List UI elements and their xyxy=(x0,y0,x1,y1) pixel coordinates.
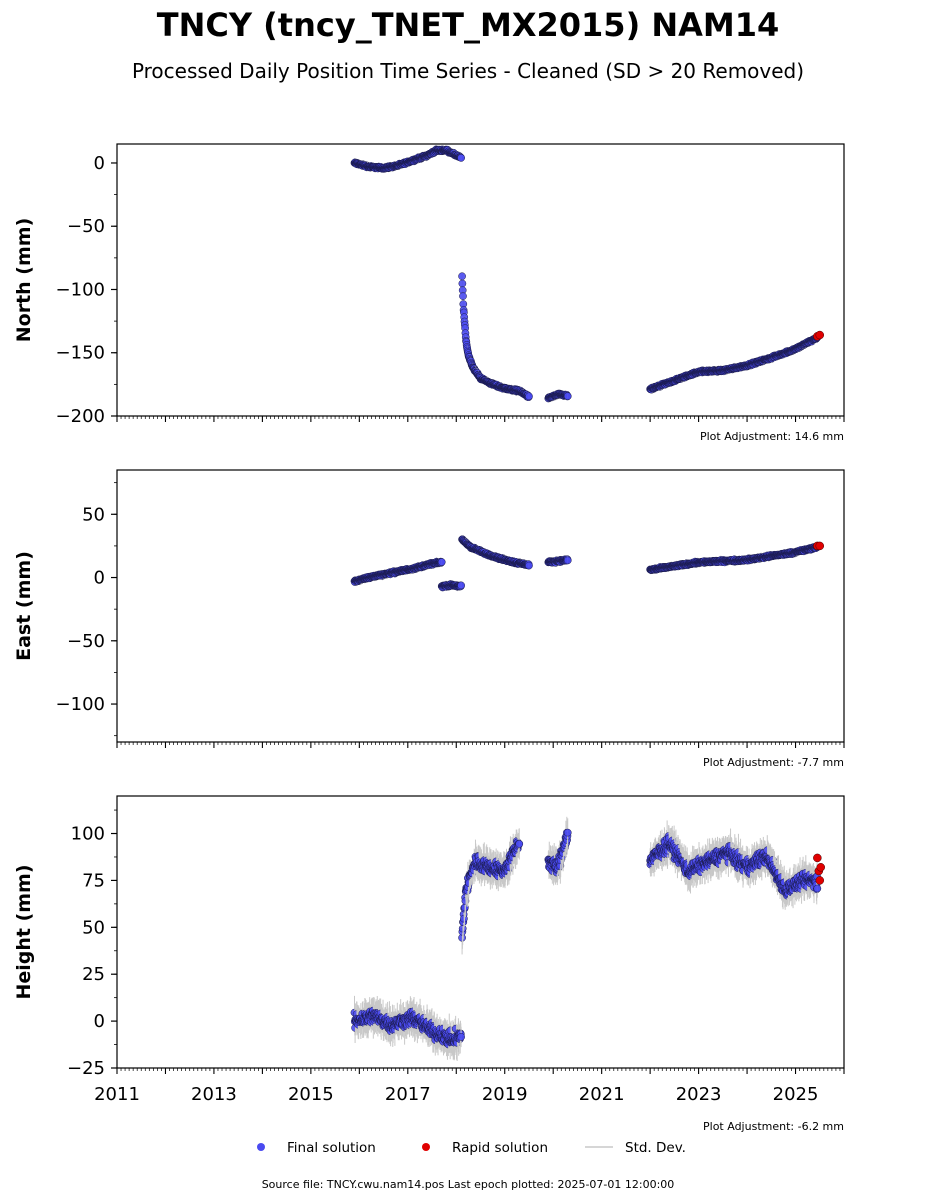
final-point xyxy=(459,292,467,300)
y-tick-label: −100 xyxy=(56,694,105,715)
final-point xyxy=(457,581,465,590)
rapid-point xyxy=(815,330,825,340)
final-point xyxy=(457,154,465,162)
final-solution-segment xyxy=(458,535,533,570)
north-panel: 0 −50 −100 −150 −200 North (mm) Plot Adjustmen… xyxy=(13,143,845,443)
final-solution-segment xyxy=(544,389,572,403)
y-tick-label: −50 xyxy=(67,216,105,237)
axes-frame xyxy=(116,469,845,743)
final-point xyxy=(458,279,467,288)
final-point xyxy=(437,558,446,566)
y-tick-label: −50 xyxy=(67,631,105,652)
final-point xyxy=(525,561,533,570)
final-point xyxy=(563,392,572,401)
y-tick-label: −100 xyxy=(56,279,105,300)
final-point xyxy=(458,272,466,281)
final-solution-segment xyxy=(458,272,533,401)
final-point xyxy=(525,392,533,401)
plot-adjustment-note: Plot Adjustment: 14.6 mm xyxy=(700,430,844,443)
y-tick-label: −200 xyxy=(56,406,105,427)
chart-title: TNCY (tncy_TNET_MX2015) NAM14 xyxy=(157,6,780,44)
final-solution-segment xyxy=(646,333,822,394)
final-point xyxy=(563,556,572,565)
final-solution-segment xyxy=(350,557,446,587)
rapid-point xyxy=(815,541,825,551)
final-solution-segment xyxy=(350,145,465,173)
chart-subtitle: Processed Daily Position Time Series - C… xyxy=(132,59,804,83)
y-tick-label: −150 xyxy=(56,343,105,364)
y-tick-label: 0 xyxy=(94,568,105,589)
final-solution-segment xyxy=(544,555,572,567)
plot-area xyxy=(350,535,825,592)
y-tick-label: 0 xyxy=(94,153,105,174)
y-axis-label: North (mm) xyxy=(13,218,35,343)
final-solution-segment xyxy=(437,580,465,592)
y-tick-label: 50 xyxy=(82,504,105,525)
plot-area xyxy=(350,145,825,403)
final-solution-segment xyxy=(646,542,822,575)
